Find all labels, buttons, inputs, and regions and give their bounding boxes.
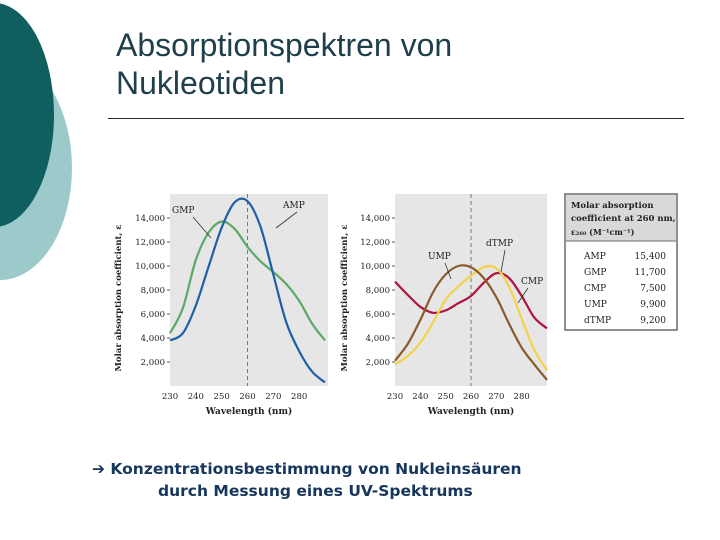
chart-left-xlabel: Wavelength (nm) (205, 406, 293, 417)
table-row-name: dTMP (584, 316, 611, 326)
annotation-pointer (500, 249, 506, 273)
x-tick-label: 260 (463, 392, 479, 402)
table-row-value: 11,700 (635, 268, 667, 278)
footer-line1: Konzentrationsbestimmung von Nukleinsäur… (110, 460, 522, 478)
y-tick-label: 14,000 (360, 214, 390, 224)
y-tick-label: 12,000 (360, 238, 390, 248)
slide-title: Absorptionspektren von Nukleotiden (116, 26, 452, 103)
annotation-dtmp: dTMP (486, 239, 513, 249)
y-tick-label: 2,000 (141, 358, 165, 368)
y-tick-label: 2,000 (366, 358, 390, 368)
arrow-right-icon: ➔ (92, 460, 105, 478)
chart-left-plot-area (170, 194, 328, 386)
title-divider (108, 118, 684, 119)
x-tick-label: 250 (438, 392, 454, 402)
x-tick-label: 280 (514, 392, 530, 402)
x-tick-label: 270 (265, 392, 281, 402)
series-line-dtmp (394, 265, 548, 371)
table-header-line1: Molar absorption (571, 201, 654, 211)
x-tick-label: 240 (412, 392, 428, 402)
y-tick-label: 10,000 (360, 262, 390, 272)
x-tick-label: 280 (291, 392, 307, 402)
series-line-ump (394, 264, 548, 381)
annotation-pointer (517, 287, 529, 304)
chart-left: Molar absorption coefficient, ε Waveleng… (114, 194, 328, 417)
chart-left-ylabel: Molar absorption coefficient, ε (114, 224, 124, 371)
series-line-gmp (169, 220, 326, 342)
table-row-value: 15,400 (635, 252, 667, 262)
chart-right-ylabel: Molar absorption coefficient, ε (340, 224, 350, 371)
y-tick-label: 4,000 (366, 334, 390, 344)
x-tick-label: 230 (162, 392, 178, 402)
absorption-figure: Molar absorption coefficient, ε Waveleng… (114, 193, 678, 417)
table-header-line3: ε₂₆₀ (M⁻¹cm⁻¹) (571, 227, 635, 237)
table-header-bg (566, 195, 676, 241)
annotation-ump: UMP (428, 252, 451, 262)
slide-decoration (0, 3, 72, 280)
y-tick-label: 4,000 (141, 334, 165, 344)
annotation-cmp: CMP (521, 277, 543, 287)
table-row-name: AMP (583, 252, 606, 262)
table-row-name: GMP (584, 268, 606, 278)
table-row-name: CMP (584, 284, 606, 294)
absorption-coefficient-table: Molar absorption coefficient at 260 nm, … (564, 193, 678, 331)
chart-right-xlabel: Wavelength (nm) (427, 406, 515, 417)
series-line-cmp (394, 271, 548, 330)
annotation-pointer (192, 216, 212, 239)
y-tick-label: 6,000 (141, 310, 165, 320)
decoration-dark-circle (0, 3, 54, 227)
x-tick-label: 240 (188, 392, 204, 402)
annotation-pointer (275, 211, 298, 229)
table-row-value: 7,500 (640, 284, 666, 294)
annotation-pointer (444, 262, 452, 280)
table-row-value: 9,200 (640, 316, 666, 326)
series-line-amp (169, 197, 326, 384)
slide-title-line2: Nukleotiden (116, 65, 285, 102)
table-row-value: 9,900 (640, 300, 666, 310)
x-tick-label: 230 (387, 392, 403, 402)
y-tick-label: 12,000 (135, 238, 165, 248)
x-tick-label: 270 (488, 392, 504, 402)
footer-text: ➔ Konzentrationsbestimmung von Nukleinsä… (92, 458, 652, 503)
footer-line2: durch Messung eines UV-Spektrums (158, 482, 473, 501)
annotation-amp: AMP (282, 201, 305, 211)
y-tick-label: 8,000 (141, 286, 165, 296)
y-tick-label: 6,000 (366, 310, 390, 320)
table-row-name: UMP (584, 300, 607, 310)
x-tick-label: 250 (214, 392, 230, 402)
y-tick-label: 8,000 (366, 286, 390, 296)
slide-title-line1: Absorptionspektren von (116, 27, 453, 63)
annotation-gmp: GMP (172, 206, 194, 216)
y-tick-label: 14,000 (135, 214, 165, 224)
x-tick-label: 260 (239, 392, 255, 402)
chart-right: Molar absorption coefficient, ε Waveleng… (340, 194, 548, 417)
y-tick-label: 10,000 (135, 262, 165, 272)
table-header-line2: coefficient at 260 nm, (571, 214, 676, 224)
